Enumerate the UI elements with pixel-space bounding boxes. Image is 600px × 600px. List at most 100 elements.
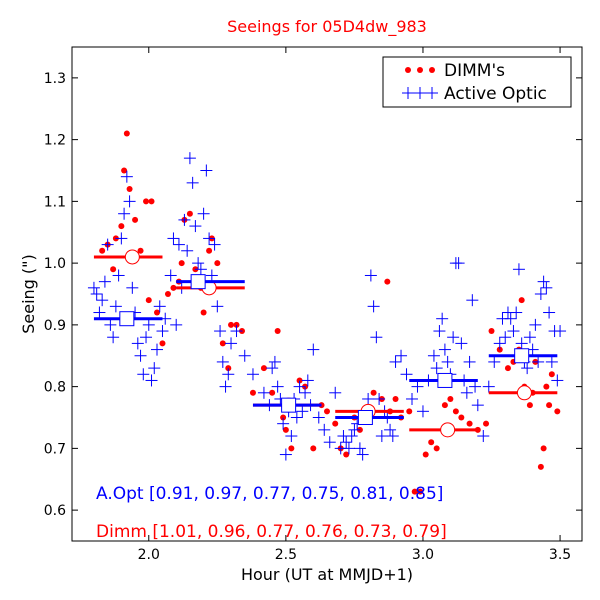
aopt-point: [301, 374, 314, 387]
aopt-point: [469, 380, 482, 393]
aopt-point: [123, 195, 136, 208]
dimm-point: [137, 247, 144, 254]
aopt-point: [554, 325, 567, 338]
legend: DIMM's Active Optic: [382, 56, 572, 108]
dimm-point: [159, 340, 166, 347]
aopt-point: [329, 386, 342, 399]
dimm-point: [214, 260, 221, 267]
dimm-point: [164, 291, 171, 297]
aopt-point: [521, 362, 534, 375]
aopt-point: [493, 337, 506, 350]
aopt-point: [523, 331, 536, 344]
aopt-bin-marker: [357, 410, 373, 425]
aopt-point: [109, 300, 122, 313]
aopt-point: [120, 170, 133, 183]
dimm-point: [126, 186, 133, 193]
aopt-point: [438, 343, 451, 356]
aopt-point: [246, 368, 259, 381]
dimm-point: [392, 395, 399, 402]
aopt-point: [515, 337, 528, 350]
aopt-point: [219, 380, 232, 393]
aopt-point: [118, 207, 131, 220]
aopt-point: [172, 238, 185, 251]
aopt-point: [134, 349, 147, 362]
dimm-point: [466, 420, 473, 427]
legend-aopt-label: Active Optic: [444, 84, 547, 104]
aopt-bin-marker: [281, 397, 297, 413]
aopt-point: [460, 386, 473, 399]
aopt-point: [551, 374, 564, 387]
y-tick-label: 1.0: [44, 256, 66, 272]
dimm-point: [433, 445, 440, 452]
aopt-point: [205, 269, 218, 282]
dimm-point: [260, 365, 267, 372]
dimm-point: [186, 210, 193, 217]
aopt-point: [323, 436, 336, 449]
aopt-point: [441, 355, 454, 368]
aopt-point: [170, 318, 183, 331]
aopt-point: [312, 411, 325, 424]
aopt-point: [340, 436, 353, 449]
aopt-point: [452, 257, 465, 270]
dimm-point: [288, 445, 295, 452]
dimm-point: [154, 309, 160, 316]
aopt-point: [167, 232, 180, 245]
dimm-point: [543, 383, 550, 390]
aopt-point: [532, 355, 545, 368]
aopt-point: [225, 337, 238, 350]
aopt-point: [222, 368, 235, 381]
aopt-bin-marker: [437, 372, 453, 388]
aopt-point: [257, 386, 270, 399]
aopt-point: [345, 430, 358, 443]
aopt-point: [164, 269, 177, 282]
legend-dimm-marker: [405, 67, 435, 73]
aopt-point: [214, 325, 227, 338]
aopt-point: [499, 331, 512, 344]
aopt-point: [131, 337, 144, 350]
aopt-point: [540, 281, 553, 294]
aopt-point: [145, 374, 158, 387]
aopt-point: [148, 362, 161, 375]
dimm-point: [411, 488, 418, 495]
aopt-point: [266, 362, 279, 375]
aopt-bin-marker: [514, 348, 530, 364]
aopt-point: [307, 343, 320, 356]
aopt-point: [156, 325, 169, 338]
aopt-bin-marker: [119, 311, 135, 327]
dimm-point: [554, 408, 561, 415]
dimm-point: [452, 408, 459, 415]
aopt-point: [367, 300, 380, 313]
dimm-bin-marker: [440, 422, 456, 438]
aopt-point: [208, 238, 221, 251]
aopt-point: [268, 355, 281, 368]
aopt-point: [189, 220, 202, 233]
aopt-summary-annotation: A.Opt [0.91, 0.97, 0.77, 0.75, 0.81, 0.8…: [96, 484, 443, 504]
aopt-point: [112, 269, 125, 282]
dimm-point: [280, 414, 287, 421]
y-tick-label: 1.2: [44, 133, 66, 149]
legend-aopt-marker: [402, 87, 438, 99]
aopt-point: [192, 257, 205, 270]
aopt-point: [436, 312, 449, 325]
dimm-point: [496, 346, 503, 353]
aopt-point: [216, 355, 229, 368]
aopt-point: [364, 269, 377, 282]
aopt-point: [356, 448, 369, 461]
dimm-point: [343, 451, 350, 458]
dimm-point: [540, 445, 547, 452]
aopt-point: [348, 423, 361, 436]
dimm-point: [132, 216, 139, 223]
aopt-point: [186, 176, 199, 189]
dimm-point: [228, 321, 235, 328]
dimm-point: [370, 389, 377, 396]
y-tick-label: 1.1: [44, 194, 66, 210]
dimm-point: [447, 395, 454, 402]
dimm-point: [384, 278, 391, 285]
x-tick-label: 2.0: [138, 547, 160, 563]
y-tick-label: 0.9: [44, 318, 66, 334]
aopt-point: [140, 331, 153, 344]
aopt-point: [370, 331, 383, 344]
aopt-point: [545, 355, 558, 368]
dimm-bin-marker: [124, 249, 140, 265]
aopt-point: [537, 275, 550, 288]
